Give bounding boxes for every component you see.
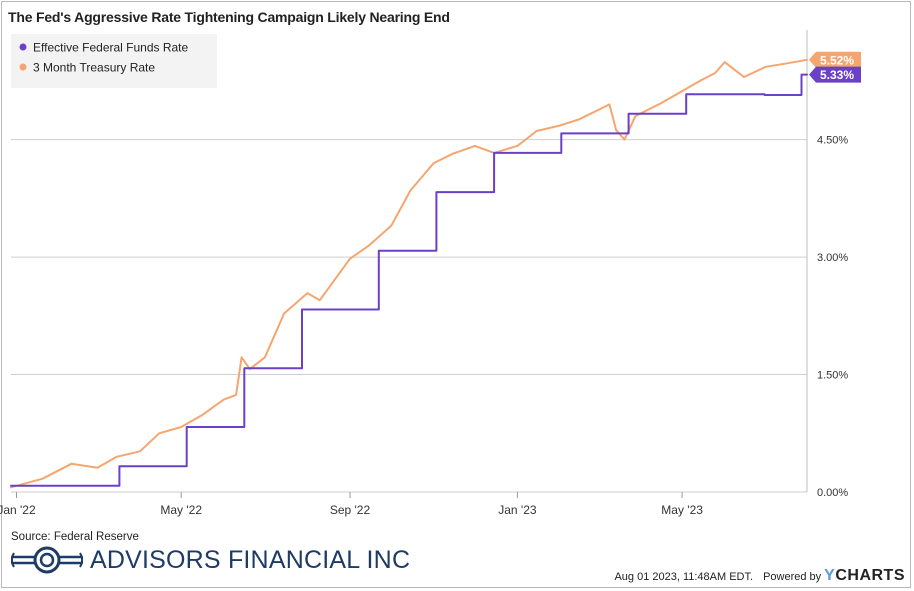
brand-logo: ADVISORS FINANCIAL INC bbox=[10, 545, 410, 575]
footer-credit: Aug 01 2023, 11:48AM EDT. Powered by YCH… bbox=[614, 567, 905, 585]
chart-plot: 0.00% 1.50% 3.00% 4.50% Jan '22 May '22 Sep '2… bbox=[0, 30, 861, 517]
end-label-text: 5.52% bbox=[820, 53, 854, 67]
x-tick-label: Jan '23 bbox=[498, 503, 537, 517]
x-tick-label: Jan '22 bbox=[0, 503, 36, 517]
ycharts-logo-text: CHARTS bbox=[835, 567, 905, 584]
axis-layer: 0.00% 1.50% 3.00% 4.50% Jan '22 May '22 Sep '2… bbox=[0, 30, 848, 517]
end-label-effective-fed-funds: 5.33% bbox=[809, 66, 861, 83]
series-line-3-month-treasury bbox=[10, 58, 808, 489]
timestamp: Aug 01 2023, 11:48AM EDT. bbox=[614, 571, 754, 583]
end-label-tag bbox=[809, 66, 861, 83]
brand-name: ADVISORS FINANCIAL INC bbox=[90, 545, 411, 574]
series-line-effective-fed-funds bbox=[10, 73, 808, 487]
x-tick-label: May '22 bbox=[160, 503, 202, 517]
ycharts-logo-y: Y bbox=[824, 567, 836, 584]
source-note: Source: Federal Reserve bbox=[11, 531, 139, 543]
y-tick-label: 3.00% bbox=[817, 252, 848, 264]
y-tick-label: 4.50% bbox=[817, 135, 848, 147]
x-tick-label: Sep '22 bbox=[330, 503, 371, 517]
y-tick-label: 1.50% bbox=[817, 370, 848, 382]
series-layer bbox=[10, 58, 808, 489]
grid-layer bbox=[11, 139, 807, 493]
ycharts-logo[interactable]: YCHARTS bbox=[824, 567, 905, 585]
legend-label-tsy: 3 Month Treasury Rate bbox=[33, 61, 155, 75]
legend-marker-tsy bbox=[19, 63, 27, 71]
legend-box bbox=[11, 34, 217, 88]
end-label-tag bbox=[809, 51, 861, 68]
chart-title: The Fed's Aggressive Rate Tightening Cam… bbox=[8, 9, 450, 25]
end-label-layer: 5.52%5.33% bbox=[809, 51, 861, 83]
compass-logo-icon bbox=[11, 546, 83, 574]
y-tick-label: 0.00% bbox=[817, 487, 848, 499]
x-tick-label: May '23 bbox=[661, 503, 703, 517]
legend-label-ffr: Effective Federal Funds Rate bbox=[33, 41, 189, 55]
chart-legend: Effective Federal Funds Rate 3 Month Tre… bbox=[11, 34, 217, 88]
end-label-text: 5.33% bbox=[820, 68, 854, 82]
legend-marker-ffr bbox=[19, 43, 27, 51]
powered-by-label: Powered by bbox=[763, 571, 822, 583]
end-label-3-month-treasury: 5.52% bbox=[809, 51, 861, 68]
